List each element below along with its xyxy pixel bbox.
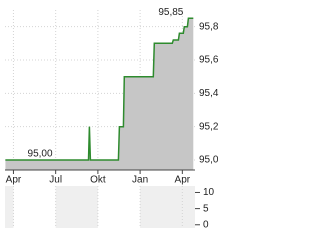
- y-tick-label: 0: [203, 219, 209, 230]
- annotation: 95,00: [28, 149, 53, 160]
- x-tick-label: Okt: [90, 175, 106, 186]
- chart: 95,0 95,2 95,4 95,6 95,8 Apr Jul Okt Jan Apr 95,85…: [5, 7, 219, 230]
- x-tick-label: Jul: [49, 175, 62, 186]
- band: [55, 186, 98, 228]
- x-tick-label: Apr: [6, 175, 22, 186]
- y-tick-label: 5: [203, 203, 209, 214]
- band: [5, 186, 14, 228]
- y-tick-label: 95,0: [199, 155, 219, 166]
- x-tick-label: Apr: [175, 175, 191, 186]
- y-tick-label: 95,4: [199, 88, 219, 99]
- y-tick-label: 95,6: [199, 55, 219, 66]
- y-tick-label: 95,2: [199, 121, 219, 132]
- price-line: [5, 17, 194, 161]
- band: [140, 186, 183, 228]
- y-tick-label: 10: [203, 187, 215, 198]
- x-tick-label: Jan: [132, 175, 148, 186]
- area: [5, 18, 194, 170]
- y-tick-label: 95,8: [199, 21, 219, 32]
- annotation: 95,85: [158, 7, 183, 18]
- band: [182, 186, 195, 228]
